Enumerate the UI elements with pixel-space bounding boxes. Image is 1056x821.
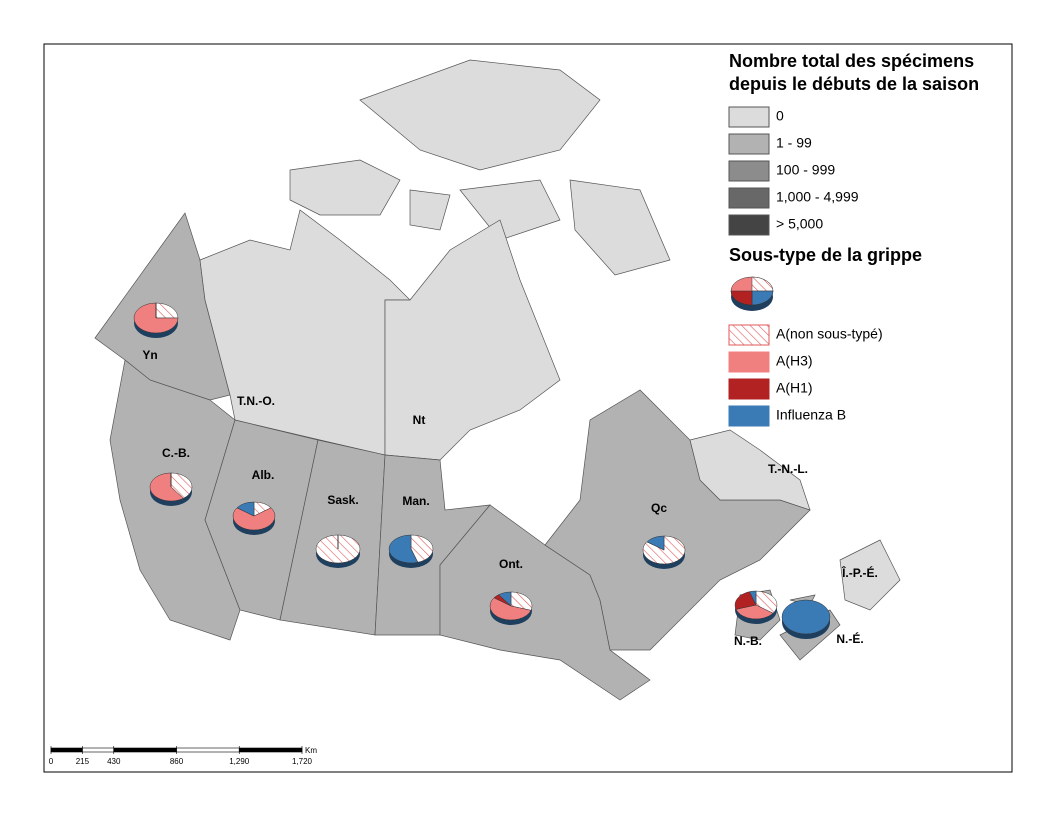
- region-label: Yn: [142, 348, 157, 362]
- scale-segment: [50, 747, 83, 753]
- scale-bar: 0 215 430 860 1,290 1,720 Km: [49, 746, 317, 766]
- pie-slice: [735, 604, 774, 620]
- legend-label: Influenza B: [776, 407, 846, 423]
- region-label: Nt: [413, 413, 426, 427]
- subtype-title: Sous-type de la grippe: [729, 245, 922, 265]
- scale-label: 860: [170, 757, 184, 766]
- legend-pie: [730, 276, 774, 311]
- region-label: T.N.-O.: [237, 394, 275, 408]
- legend-label: 0: [776, 108, 784, 124]
- pie-slice: [755, 590, 778, 614]
- scale-label: 215: [76, 757, 90, 766]
- legend-title: Nombre total des spécimens: [729, 51, 974, 71]
- region-label: T.-N.-L.: [768, 462, 808, 476]
- pie-slice: [410, 534, 434, 563]
- region-label: N.-É.: [836, 631, 863, 646]
- legend-label: A(H1): [776, 380, 813, 396]
- province: [689, 429, 811, 511]
- legend-swatch: [728, 324, 770, 346]
- region-label: Î.-P.-É.: [841, 565, 878, 580]
- legend: Nombre total des spécimens depuis le déb…: [729, 51, 979, 311]
- pie-slice: [388, 534, 419, 564]
- scale-segment: [238, 747, 303, 753]
- region-label: Man.: [402, 494, 429, 508]
- pie-slice: [149, 472, 184, 502]
- legend-swatch: [728, 106, 770, 128]
- scale-label: 1,720: [292, 757, 313, 766]
- scale-label: 430: [107, 757, 121, 766]
- scale-unit: Km: [305, 746, 317, 755]
- scale-segment: [176, 747, 240, 753]
- legend-label: 1,000 - 4,999: [776, 189, 859, 205]
- pie-slice: [155, 302, 179, 319]
- pie-slice: [170, 472, 193, 499]
- arctic-islands: [289, 59, 671, 276]
- legend-swatch: [728, 405, 770, 427]
- pie-slice: [734, 591, 757, 610]
- legend-swatch: [728, 378, 770, 400]
- pies: [133, 302, 831, 639]
- pie-slice: [236, 501, 255, 517]
- pie-slice: [646, 535, 665, 551]
- region-label: N.-B.: [734, 634, 762, 648]
- legend-swatch: [728, 133, 770, 155]
- pie-slice: [232, 507, 276, 531]
- legend-label: A(H3): [776, 353, 813, 369]
- scale-label: 0: [49, 757, 54, 766]
- legend-swatch: [728, 187, 770, 209]
- legend-label: > 5,000: [776, 216, 823, 232]
- legend-label: 100 - 999: [776, 162, 835, 178]
- region-label: C.-B.: [162, 446, 190, 460]
- legend-swatch: [728, 351, 770, 373]
- pie-slice: [498, 591, 512, 607]
- scale-label: 1,290: [229, 757, 250, 766]
- pie-slice: [510, 591, 533, 611]
- legend-label: A(non sous-typé): [776, 326, 883, 342]
- legend-label: 1 - 99: [776, 135, 812, 151]
- pie-slice: [781, 599, 831, 635]
- legend-title: depuis le débuts de la saison: [729, 74, 979, 94]
- region-label: Qc: [651, 501, 667, 515]
- region-label: Ont.: [499, 557, 523, 571]
- region-label: Sask.: [327, 493, 358, 507]
- scale-segment: [82, 747, 115, 753]
- legend-swatch: [728, 214, 770, 236]
- province: [839, 539, 901, 611]
- pie-slice: [749, 590, 757, 606]
- pie-slice: [489, 597, 532, 621]
- scale-segment: [113, 747, 177, 753]
- region-label: Alb.: [252, 468, 275, 482]
- legend-swatch: [728, 160, 770, 182]
